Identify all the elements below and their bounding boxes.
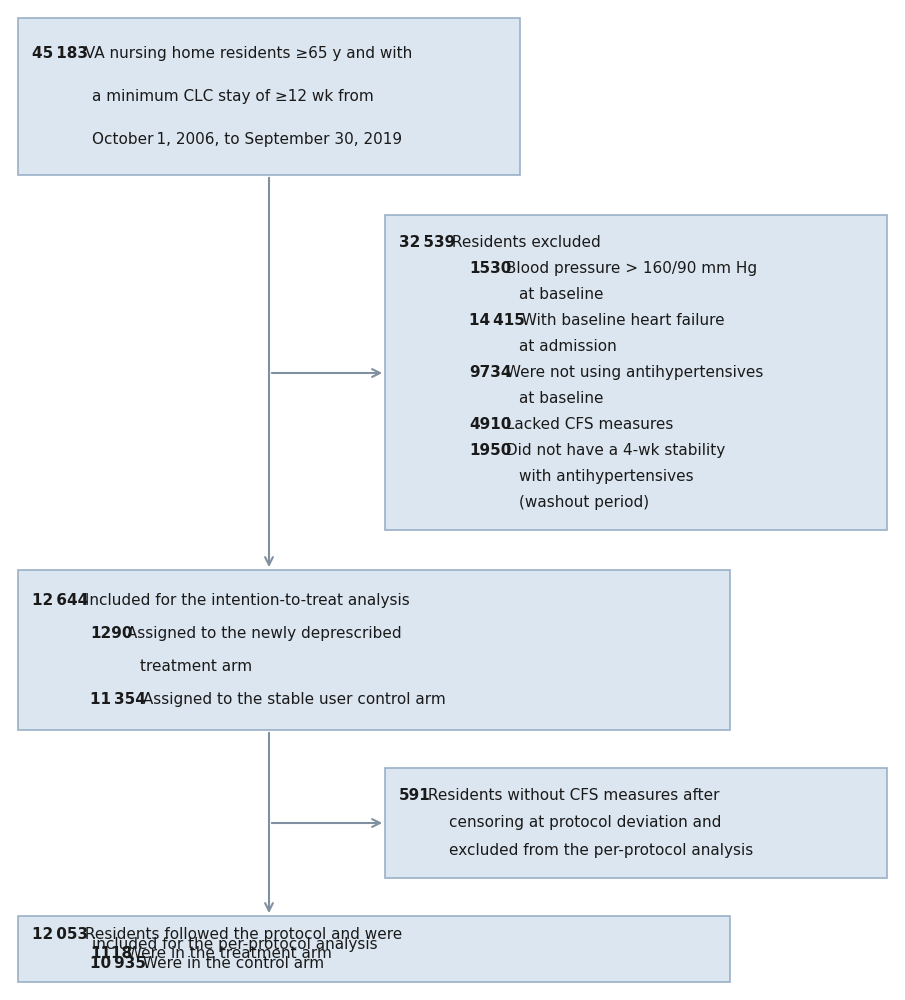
Bar <box>18 570 730 730</box>
Text: Blood pressure > 160/90 mm Hg: Blood pressure > 160/90 mm Hg <box>500 261 757 276</box>
Text: 12 644: 12 644 <box>32 593 89 608</box>
Text: Were not using antihypertensives: Were not using antihypertensives <box>500 365 763 380</box>
Text: With baseline heart failure: With baseline heart failure <box>517 313 724 328</box>
Text: Residents excluded: Residents excluded <box>446 235 600 250</box>
Text: 1530: 1530 <box>469 261 511 276</box>
Text: Residents followed the protocol and were: Residents followed the protocol and were <box>80 927 402 942</box>
Text: 45 183: 45 183 <box>32 46 88 61</box>
Text: Assigned to the stable user control arm: Assigned to the stable user control arm <box>138 692 445 707</box>
Text: a minimum CLC stay of ≥12 wk from: a minimum CLC stay of ≥12 wk from <box>92 89 374 104</box>
Text: 14 415: 14 415 <box>469 313 525 328</box>
Text: at baseline: at baseline <box>519 391 604 406</box>
Text: Were in the treatment arm: Were in the treatment arm <box>121 946 331 961</box>
Text: treatment arm: treatment arm <box>140 659 252 674</box>
Text: 32 539: 32 539 <box>399 235 455 250</box>
Bar <box>18 18 520 175</box>
Text: Lacked CFS measures: Lacked CFS measures <box>500 417 673 432</box>
Text: 10 935: 10 935 <box>90 956 146 971</box>
Text: Were in the control arm: Were in the control arm <box>138 956 324 971</box>
Text: Did not have a 4-wk stability: Did not have a 4-wk stability <box>500 443 725 458</box>
Text: at admission: at admission <box>519 339 616 354</box>
Text: 1950: 1950 <box>469 443 511 458</box>
Text: Assigned to the newly deprescribed: Assigned to the newly deprescribed <box>121 626 401 641</box>
Bar <box>18 916 730 982</box>
Text: VA nursing home residents ≥65 y and with: VA nursing home residents ≥65 y and with <box>80 46 412 61</box>
Text: Residents without CFS measures after: Residents without CFS measures after <box>423 788 719 803</box>
Text: Included for the intention-to-treat analysis: Included for the intention-to-treat anal… <box>80 593 409 608</box>
Text: 12 053: 12 053 <box>32 927 88 942</box>
Text: at baseline: at baseline <box>519 287 604 302</box>
Text: October 1, 2006, to September 30, 2019: October 1, 2006, to September 30, 2019 <box>92 132 402 147</box>
Text: 1118: 1118 <box>90 946 132 961</box>
Text: 1290: 1290 <box>90 626 132 641</box>
Text: included for the per-protocol analysis: included for the per-protocol analysis <box>92 937 377 952</box>
Text: 4910: 4910 <box>469 417 511 432</box>
Text: with antihypertensives: with antihypertensives <box>519 469 693 484</box>
Text: censoring at protocol deviation and: censoring at protocol deviation and <box>449 816 721 830</box>
Text: 11 354: 11 354 <box>90 692 146 707</box>
Text: 9734: 9734 <box>469 365 511 380</box>
Bar <box>385 215 887 530</box>
Text: excluded from the per-protocol analysis: excluded from the per-protocol analysis <box>449 843 753 858</box>
Text: 591: 591 <box>399 788 431 803</box>
Text: (washout period): (washout period) <box>519 495 649 510</box>
Bar <box>385 768 887 878</box>
